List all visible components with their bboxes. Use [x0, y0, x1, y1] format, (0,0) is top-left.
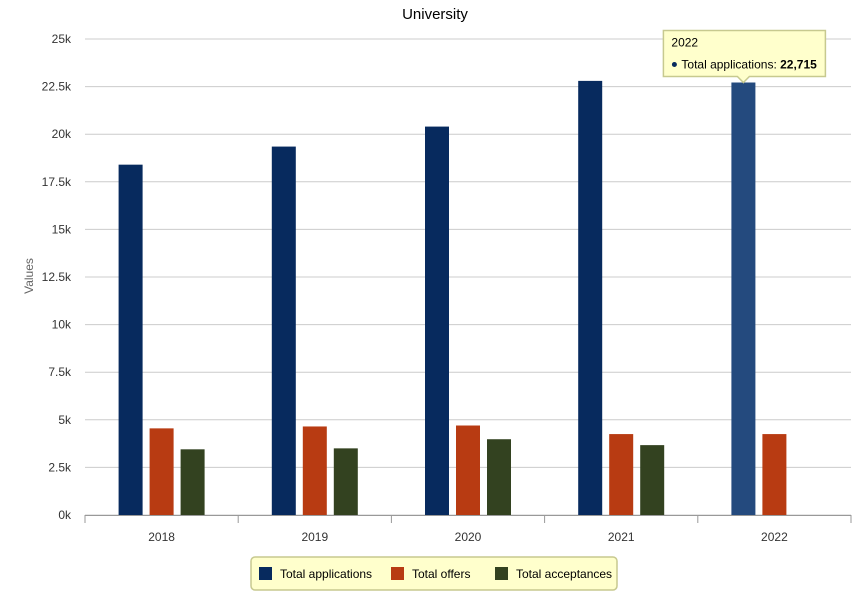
legend-label: Total applications — [280, 567, 372, 581]
x-axis — [84, 515, 852, 523]
x-tick-label: 2021 — [608, 530, 635, 544]
y-tick-label: 10k — [52, 318, 72, 332]
chart-title: University — [402, 6, 468, 23]
bar-total-offers-2018[interactable] — [149, 428, 174, 515]
legend-label: Total acceptances — [516, 567, 612, 581]
chart-legend[interactable]: Total applications Total offers Total acce… — [250, 556, 618, 591]
y-tick-label: 2.5k — [48, 460, 72, 474]
bar-total-applications-2018[interactable] — [118, 164, 143, 515]
legend-swatch — [495, 567, 508, 580]
x-tick-label: 2019 — [301, 530, 328, 544]
legend-swatch — [391, 567, 404, 580]
legend-item-total-acceptances[interactable]: Total acceptances — [495, 567, 612, 581]
legend-item-total-offers[interactable]: Total offers — [391, 567, 470, 581]
y-tick-label: 17.5k — [42, 175, 72, 189]
bar-total-applications-2020[interactable] — [425, 126, 449, 516]
y-tick-label: 5k — [58, 413, 72, 427]
x-tick-label: 2022 — [761, 530, 788, 544]
x-tick-labels: 2018 2019 2020 2021 2022 — [148, 530, 788, 544]
y-tick-label: 25k — [52, 32, 72, 46]
data-tooltip: 2022 Total applications: 22,715 — [662, 29, 827, 84]
tooltip-series-dot — [671, 62, 677, 68]
y-tick-label: 20k — [52, 127, 72, 141]
tooltip-category: 2022 — [671, 36, 698, 50]
y-tick-label: 22.5k — [42, 80, 72, 94]
grid-lines — [85, 38, 851, 516]
x-tick-label: 2020 — [455, 530, 482, 544]
bar-total-acceptances-2020[interactable] — [487, 439, 511, 515]
y-tick-labels: 0k 2.5k 5k 7.5k 10k 12.5k 15k 17.5k 20k 22.5k 25k — [42, 32, 72, 522]
bar-total-offers-2022[interactable] — [762, 434, 787, 515]
bar-total-applications-2022[interactable] — [731, 82, 756, 515]
y-tick-label: 7.5k — [48, 365, 72, 379]
bar-total-applications-2019[interactable] — [271, 146, 296, 516]
legend-label: Total offers — [412, 567, 470, 581]
legend-swatch — [259, 567, 272, 580]
tooltip-box — [662, 29, 827, 84]
bar-total-acceptances-2019[interactable] — [333, 448, 358, 515]
legend-box — [250, 556, 618, 591]
legend-item-total-applications[interactable]: Total applications — [259, 567, 372, 581]
y-axis-title: Values — [22, 258, 36, 294]
bars — [118, 80, 787, 516]
y-tick-label: 12.5k — [42, 270, 72, 284]
bar-total-offers-2020[interactable] — [456, 425, 480, 515]
bar-total-applications-2021[interactable] — [578, 80, 603, 515]
bar-total-acceptances-2018[interactable] — [180, 449, 205, 515]
x-tick-label: 2018 — [148, 530, 175, 544]
bar-total-offers-2021[interactable] — [609, 434, 634, 515]
bar-total-offers-2019[interactable] — [302, 426, 327, 515]
y-tick-label: 15k — [52, 222, 72, 236]
bar-total-acceptances-2021[interactable] — [640, 445, 665, 515]
tooltip-value: Total applications: 22,715 — [681, 58, 817, 72]
y-tick-label: 0k — [58, 508, 72, 522]
